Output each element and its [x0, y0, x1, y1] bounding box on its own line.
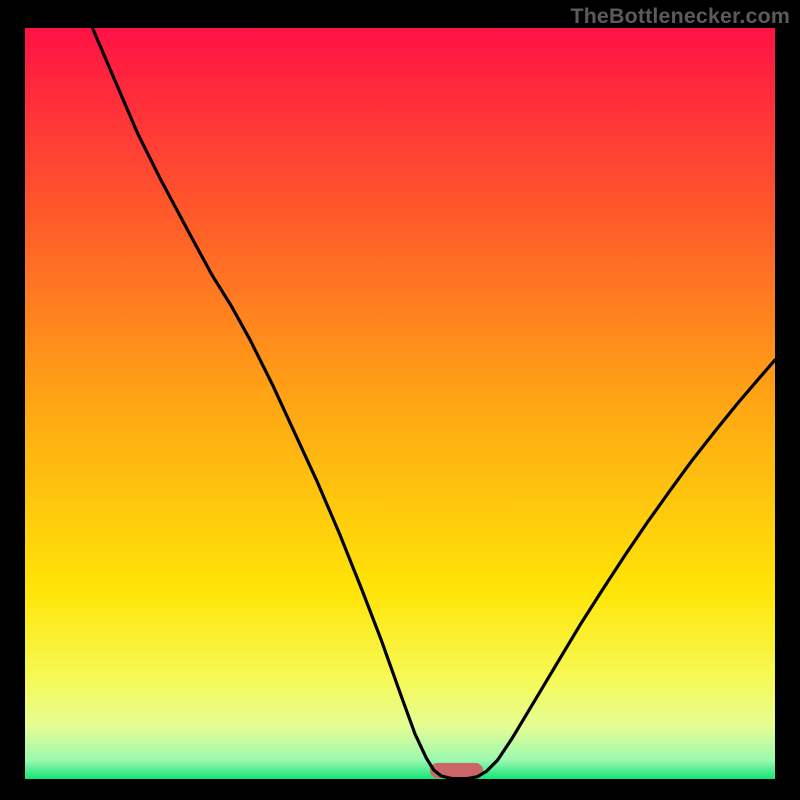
bottleneck-curve	[25, 28, 775, 779]
plot-area	[25, 28, 775, 779]
chart-frame: TheBottlenecker.com	[0, 0, 800, 800]
watermark-text: TheBottlenecker.com	[570, 4, 790, 29]
curve-path	[93, 28, 776, 779]
